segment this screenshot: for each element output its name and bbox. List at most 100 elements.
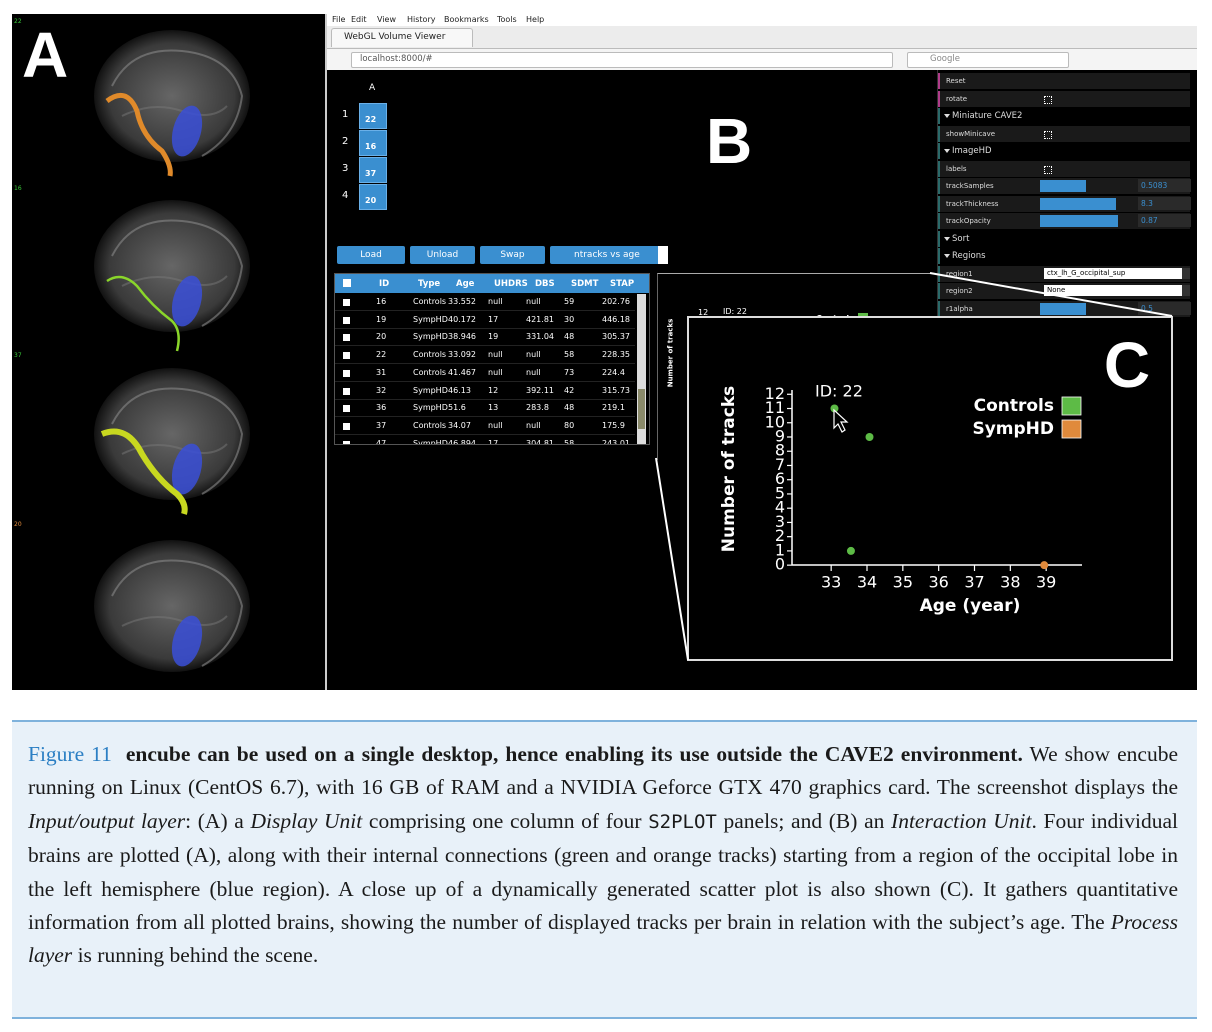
column-header[interactable]: SDMT (571, 279, 599, 289)
gui-label: r1alpha (946, 304, 973, 313)
table-cell: 80 (564, 420, 575, 430)
table-cell: SympHD (413, 403, 448, 413)
folder-arrow (944, 254, 950, 258)
url-bar[interactable]: localhost:8000/# (351, 52, 893, 68)
caption-text: Figure 11 encube can be used on a single … (28, 738, 1178, 973)
row-checkbox[interactable] (343, 440, 350, 444)
select[interactable]: ctx_lh_G_occipital_sup (1044, 267, 1190, 279)
search-box[interactable]: Google (907, 52, 1069, 68)
table-cell: 17 (488, 314, 499, 324)
row-divider (335, 327, 635, 329)
slot-button[interactable]: 37 (359, 157, 387, 183)
table-cell: 331.04 (526, 332, 554, 342)
column-header[interactable]: Type (418, 279, 441, 289)
x-axis-label: Age (year) (920, 596, 1021, 616)
caption-label: Figure 11 (28, 742, 112, 766)
table-cell: 228.35 (602, 350, 630, 360)
y-tick-label: 5 (775, 483, 785, 502)
checkbox[interactable] (1044, 130, 1052, 139)
caption-segment: S2PLOT (648, 810, 717, 833)
tab[interactable]: WebGL Volume Viewer (331, 28, 473, 47)
slot-value: 20 (365, 196, 377, 205)
gui-label: labels (946, 164, 967, 173)
gui-row[interactable]: Reset (938, 73, 1190, 89)
checkbox[interactable] (1044, 95, 1052, 104)
gui-row[interactable]: region2 None (938, 283, 1190, 299)
table-cell: 51.6 (448, 403, 466, 413)
y-tick-label: 11 (765, 398, 785, 417)
row-checkbox[interactable] (343, 405, 350, 413)
select-arrow (1182, 285, 1190, 296)
gui-folder[interactable]: ImageHD (938, 143, 1190, 159)
table-cell: 58 (564, 438, 575, 445)
slot-button[interactable]: 20 (359, 184, 387, 210)
menu-item[interactable]: Help (526, 15, 545, 24)
column-header[interactable]: DBS (535, 279, 555, 289)
table-cell: 31 (376, 367, 387, 377)
menu-item[interactable]: Edit (351, 15, 367, 24)
gui-row[interactable]: region1 ctx_lh_G_occipital_sup (938, 265, 1190, 282)
y-tick-label: 10 (765, 412, 785, 431)
row-index: 2 (342, 136, 349, 147)
gui-row[interactable]: labels (938, 160, 1190, 177)
slot-button[interactable]: 22 (359, 103, 387, 129)
slot-button[interactable]: 16 (359, 130, 387, 156)
button[interactable]: Load (337, 246, 405, 264)
table-cell: 446.18 (602, 314, 630, 324)
gui-folder[interactable]: Sort (938, 230, 1190, 247)
y-tick-label: 2 (775, 526, 785, 545)
menu-item[interactable]: File (332, 15, 346, 24)
table-cell: 59 (564, 297, 575, 306)
panel-label: C (1104, 329, 1150, 401)
row-index: 3 (342, 163, 349, 174)
x-tick-label: 37 (964, 573, 984, 592)
row-checkbox[interactable] (343, 387, 350, 395)
table-cell: Controls (413, 297, 447, 306)
menu-item[interactable]: Bookmarks (444, 15, 489, 24)
dropdown[interactable]: ntracks vs age (550, 246, 668, 264)
checkbox[interactable] (1044, 165, 1052, 174)
menu-item[interactable]: View (377, 15, 396, 24)
table-cell: 40.172 (448, 314, 476, 324)
row-checkbox[interactable] (343, 352, 350, 360)
column-header[interactable]: Age (456, 279, 475, 289)
button[interactable]: Unload (410, 246, 475, 264)
folder-arrow (944, 236, 950, 241)
preview-ylabel: Number of tracks (666, 318, 675, 388)
column-header[interactable]: STAP (610, 279, 635, 289)
row-checkbox[interactable] (343, 422, 350, 430)
row-divider (335, 380, 635, 382)
column-header[interactable]: ID (379, 279, 390, 289)
gui-row[interactable]: r1alpha 0.5 (938, 300, 1191, 317)
slider-value: 0.5 (1138, 301, 1191, 315)
column-header[interactable]: UHDRS (494, 279, 528, 289)
menu-item[interactable]: History (407, 15, 436, 24)
row-checkbox[interactable] (343, 369, 350, 377)
x-tick-label: 39 (1036, 573, 1056, 592)
gui-label: trackSamples (946, 182, 994, 190)
header-checkbox[interactable] (343, 279, 351, 287)
gui-row[interactable]: trackThickness 8.3 (938, 195, 1191, 212)
row-checkbox[interactable] (343, 334, 350, 342)
table-cell: 37 (376, 420, 387, 430)
table-cell: Controls (413, 420, 447, 430)
slider-value: 8.3 (1138, 196, 1191, 210)
point (1040, 561, 1049, 570)
menu-item[interactable]: Tools (497, 15, 517, 24)
gui-row[interactable]: trackOpacity 0.87 (938, 213, 1191, 229)
select[interactable]: None (1044, 285, 1190, 296)
caption-segment: is running behind the scene. (72, 943, 319, 968)
legend-label: Controls (974, 396, 1054, 416)
select-arrow (1182, 267, 1190, 279)
gui-folder[interactable]: Miniature CAVE2 (938, 108, 1190, 124)
url-text: localhost:8000/# (360, 54, 433, 64)
gui-row[interactable]: trackSamples 0.5083 (938, 178, 1191, 194)
gui-row[interactable]: showMinicave (938, 125, 1190, 142)
button[interactable]: Swap (480, 246, 545, 264)
gui-row[interactable]: rotate (938, 90, 1190, 107)
row-checkbox[interactable] (343, 299, 350, 306)
row-checkbox[interactable] (343, 316, 350, 324)
gui-folder[interactable]: Regions (938, 248, 1190, 264)
tab-title: WebGL Volume Viewer (344, 32, 446, 42)
